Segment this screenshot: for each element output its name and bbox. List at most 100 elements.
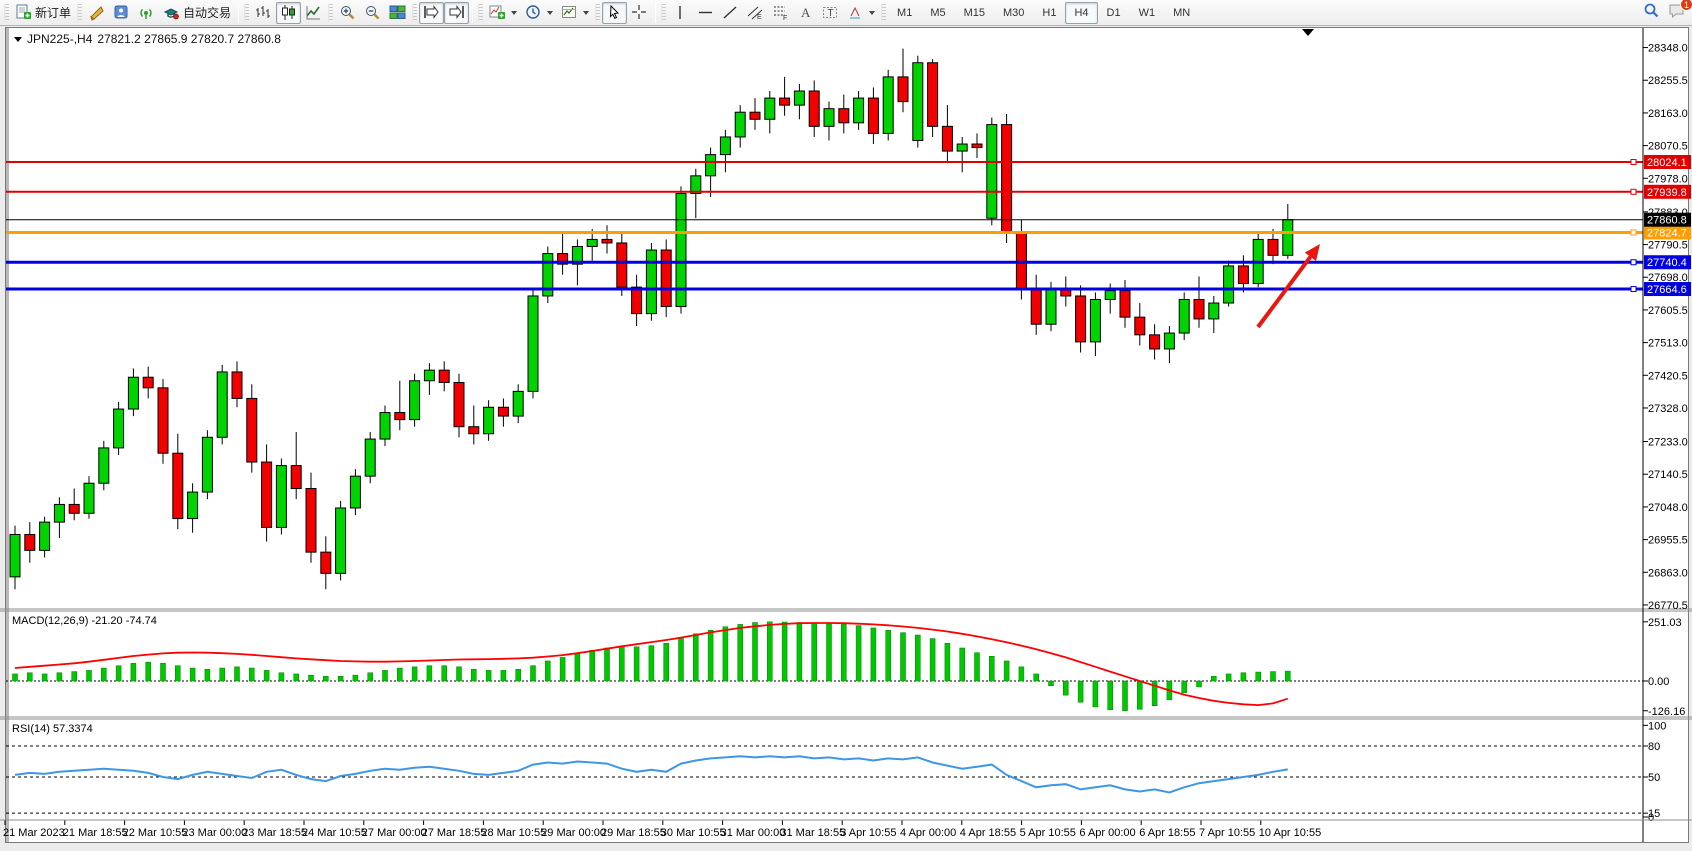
channel-button[interactable]: E — [743, 2, 768, 24]
svg-text:E: E — [757, 14, 762, 21]
svg-text:27740.4: 27740.4 — [1647, 257, 1687, 269]
chart-shift-button[interactable] — [444, 1, 470, 24]
signals-icon — [138, 4, 155, 21]
svg-text:27605.5: 27605.5 — [1648, 305, 1688, 317]
tile-windows-button[interactable] — [385, 2, 410, 24]
candles-icon — [280, 4, 297, 21]
svg-text:80: 80 — [1648, 741, 1660, 753]
chart-shift-icon — [448, 4, 465, 21]
svg-text:251.03: 251.03 — [1648, 617, 1682, 629]
bar-chart-button[interactable] — [251, 2, 276, 24]
tf-m15-button-label: M15 — [963, 6, 985, 19]
price-axis[interactable]: 28348.028255.528163.028070.527978.027883… — [1642, 28, 1691, 842]
toolbar-grip — [661, 3, 667, 22]
toolbar-grip — [77, 3, 83, 22]
crosshair-button[interactable] — [627, 2, 652, 24]
label-button[interactable]: T — [818, 2, 843, 24]
macd-label: MACD(12,26,9) -21.20 -74.74 — [12, 615, 157, 627]
svg-text:28024.1: 28024.1 — [1647, 157, 1687, 169]
vline-button[interactable] — [668, 2, 693, 24]
templates-button[interactable] — [557, 2, 593, 24]
signals-button[interactable] — [134, 2, 159, 24]
fibo-button[interactable]: F — [768, 2, 793, 24]
svg-text:0: 0 — [1648, 812, 1654, 824]
svg-text:26770.5: 26770.5 — [1648, 600, 1688, 612]
svg-text:28255.5: 28255.5 — [1648, 75, 1688, 87]
tf-h4-button[interactable]: H4 — [1065, 1, 1098, 24]
tf-m1-button[interactable]: M1 — [888, 2, 921, 24]
svg-text:31 Mar 18:55: 31 Mar 18:55 — [780, 827, 845, 839]
arrows-button[interactable] — [843, 2, 879, 24]
autotrading-button[interactable]: 自动交易 — [159, 2, 235, 24]
clock-icon — [525, 4, 542, 21]
macd-pane: MACD(12,26,9) -21.20 -74.74 — [6, 615, 1643, 711]
svg-text:10 Apr 10:55: 10 Apr 10:55 — [1259, 827, 1321, 839]
svg-text:7 Apr 10:55: 7 Apr 10:55 — [1199, 827, 1255, 839]
toolbar-grip — [244, 3, 250, 22]
tf-mn-button[interactable]: MN — [1164, 2, 1199, 24]
symbol-period-label: JPN225-,H4 — [27, 32, 93, 46]
text-button[interactable]: A — [793, 2, 818, 24]
tf-h1-button[interactable]: H1 — [1033, 2, 1065, 24]
level-handle[interactable] — [1630, 229, 1637, 236]
tf-m30-button-label: M30 — [1003, 6, 1025, 19]
rsi-pane: RSI(14) 57.3374 — [6, 723, 1643, 814]
svg-text:0.00: 0.00 — [1648, 676, 1669, 688]
level-handle[interactable] — [1630, 259, 1637, 266]
tile-icon — [389, 4, 406, 21]
auto-scroll-button[interactable] — [419, 1, 445, 24]
line-chart-button[interactable] — [301, 2, 326, 24]
notifications-button[interactable]: 1 — [1668, 0, 1692, 24]
level-handle[interactable] — [1630, 188, 1637, 195]
hline-button[interactable] — [693, 2, 718, 24]
autotrading-icon — [163, 4, 180, 21]
level-handle[interactable] — [1630, 286, 1637, 293]
zoom-in-button[interactable] — [335, 2, 360, 24]
market-depth-button[interactable] — [84, 2, 109, 24]
svg-text:27 Mar 18:55: 27 Mar 18:55 — [422, 827, 487, 839]
ohlc-values: 27821.2 27865.9 27820.7 27860.8 — [97, 32, 281, 46]
tf-m15-button[interactable]: M15 — [955, 2, 994, 24]
svg-text:T: T — [828, 8, 834, 19]
labelT-icon: T — [822, 4, 839, 21]
cursor-button[interactable] — [602, 1, 628, 24]
crosshair-icon — [631, 4, 648, 21]
zoom-out-button[interactable] — [360, 2, 385, 24]
toolbar-grip — [478, 3, 484, 22]
dropdown-caret-icon — [869, 10, 876, 15]
svg-text:6 Apr 18:55: 6 Apr 18:55 — [1139, 827, 1195, 839]
tf-d1-button-label: D1 — [1106, 6, 1121, 19]
svg-text:27939.8: 27939.8 — [1647, 187, 1687, 199]
dropdown-caret-icon — [583, 10, 590, 15]
svg-text:50: 50 — [1648, 772, 1660, 784]
tf-m5-button[interactable]: M5 — [921, 2, 954, 24]
level-lines — [6, 159, 1643, 293]
svg-text:30 Mar 10:55: 30 Mar 10:55 — [661, 827, 726, 839]
tf-d1-button[interactable]: D1 — [1098, 2, 1130, 24]
vline-icon — [672, 4, 689, 21]
symbol-dropdown-icon[interactable] — [14, 36, 22, 42]
periods-button[interactable] — [521, 2, 557, 24]
new-order-button[interactable]: 新订单 — [11, 2, 75, 24]
indicators-button[interactable] — [485, 2, 521, 24]
level-handle[interactable] — [1630, 159, 1637, 165]
mql-editor-button[interactable] — [109, 2, 134, 24]
trendline-button[interactable] — [718, 2, 743, 24]
svg-text:27233.0: 27233.0 — [1648, 437, 1688, 449]
svg-text:22 Mar 10:55: 22 Mar 10:55 — [123, 827, 188, 839]
svg-text:27978.0: 27978.0 — [1648, 173, 1688, 185]
hline-icon — [697, 4, 714, 21]
svg-text:5 Apr 10:55: 5 Apr 10:55 — [1020, 827, 1076, 839]
chart-shift-marker — [1302, 29, 1314, 36]
tf-w1-button[interactable]: W1 — [1130, 2, 1165, 24]
editor-icon — [113, 4, 130, 21]
trend-arrow[interactable] — [1256, 244, 1320, 329]
trendline-icon — [722, 4, 739, 21]
search-button[interactable] — [1643, 2, 1660, 24]
toolbar-grip — [4, 3, 9, 22]
tf-m30-button[interactable]: M30 — [994, 2, 1033, 24]
candle-chart-button[interactable] — [276, 1, 302, 24]
